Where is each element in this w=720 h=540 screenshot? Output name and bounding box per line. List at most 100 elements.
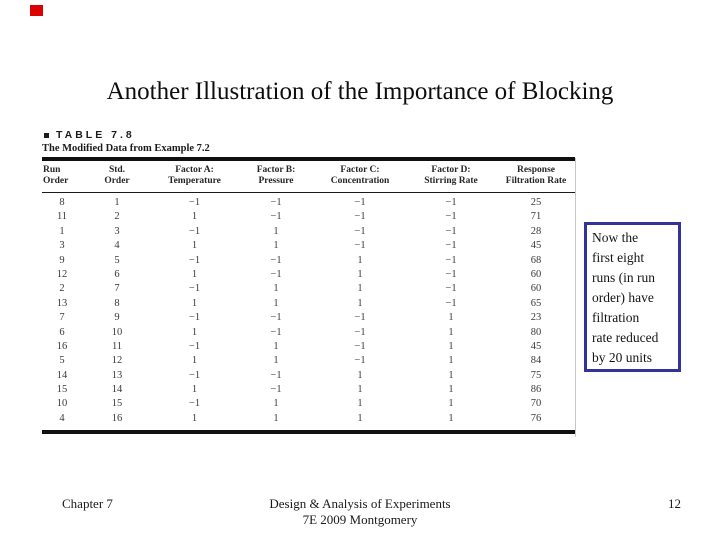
table-cell: 14 (56, 369, 68, 381)
table-cell: 1 (448, 369, 454, 381)
table-cell: −1 (188, 225, 201, 237)
table-cell: 25 (530, 197, 542, 208)
table-cell: 9 (114, 312, 120, 324)
table-cell: −1 (188, 197, 201, 208)
table-top-rule (42, 157, 575, 161)
table-cell: −1 (445, 211, 457, 223)
table-cell: 7 (114, 283, 120, 295)
table-cell: 12 (56, 268, 68, 280)
table-cell: −1 (188, 283, 201, 295)
table-row: 5 12 1 1 −1 1 84 (42, 354, 575, 368)
table-cell: 8 (114, 297, 120, 309)
table-cell: 60 (530, 283, 542, 295)
table-cell: 80 (530, 326, 542, 338)
table-cell: 1 (448, 398, 454, 410)
table-cell: 1 (114, 197, 120, 208)
table-cell: 9 (59, 254, 65, 266)
slide-title: Another Illustration of the Importance o… (106, 78, 614, 105)
table-cell: 45 (530, 340, 542, 352)
table-cell: 23 (530, 312, 542, 324)
table-cell: −1 (188, 340, 201, 352)
table-image-right-edge (574, 158, 576, 437)
table-cell: −1 (270, 369, 282, 381)
table-cell: 11 (56, 211, 68, 223)
table-row: 10 15 −1 1 1 1 70 (42, 397, 575, 411)
table-cell: 16 (56, 340, 68, 352)
red-square-marker-icon (30, 5, 43, 16)
table-cell: 2 (59, 283, 65, 295)
table-cell: 1 (191, 240, 198, 252)
table-cell: −1 (354, 211, 366, 223)
table-cell: −1 (188, 312, 201, 324)
table-cell: 11 (111, 340, 123, 352)
table-cell: 1 (448, 412, 454, 424)
column-header: Factor B: Pressure (256, 164, 296, 187)
callout-line: rate reduced (592, 330, 659, 345)
table-cell: 2 (114, 211, 120, 223)
table-cell: 1 (273, 412, 279, 424)
table-subtitle: The Modified Data from Example 7.2 (42, 143, 210, 154)
table-cell: 1 (448, 384, 454, 396)
table-cell: 4 (59, 412, 65, 424)
table-cell: 1 (273, 297, 279, 309)
table-body: 8 1 −1 −1 −1 −1 25 11 2 1 −1 −1 −1 71 1 3 −1 1 −1 −1 28 3 4 1 1−… (42, 193, 575, 430)
table-cell: 1 (191, 355, 198, 367)
table-cell: 3 (59, 240, 65, 252)
table-cell: 1 (357, 283, 363, 295)
table-cell: −1 (270, 211, 282, 223)
table-cell: 4 (114, 240, 120, 252)
table-cell: 1 (448, 312, 454, 324)
column-header: Response Filtration Rate (505, 164, 567, 187)
table-cell: −1 (188, 369, 201, 381)
table-cell: 76 (530, 412, 542, 424)
table-cell: 86 (530, 384, 542, 396)
table-cell: 1 (448, 355, 454, 367)
column-header: Factor A: Temperature (168, 164, 221, 187)
table-cell: 5 (59, 355, 65, 367)
table-cell: −1 (270, 384, 282, 396)
table-row: 3 4 1 1 −1 −1 45 (42, 239, 575, 253)
table-cell: −1 (445, 240, 457, 252)
table-cell: −1 (354, 197, 366, 208)
table-cell: −1 (445, 297, 457, 309)
table-cell: 14 (111, 384, 123, 396)
table-cell: −1 (188, 398, 201, 410)
table-cell: 1 (273, 240, 279, 252)
table-row: 1 3 −1 1 −1 −1 28 (42, 225, 575, 239)
footer-chapter: Chapter 7 (62, 496, 113, 511)
table-cell: 6 (114, 268, 120, 280)
table-row: 12 6 1 −1 1 −1 60 (42, 268, 575, 282)
table-cell: 84 (530, 355, 542, 367)
table-cell: 1 (59, 225, 65, 237)
table-cell: 7 (59, 312, 65, 324)
table-cell: 1 (357, 412, 363, 424)
table-cell: 60 (530, 268, 542, 280)
table-cell: 1 (191, 326, 198, 338)
table-cell: −1 (445, 268, 457, 280)
footer-center-line1: Design & Analysis of Experiments (269, 496, 451, 511)
table-row: 16 11 −1 1 −1 1 45 (42, 340, 575, 354)
table-row: 11 2 1 −1 −1 −1 71 (42, 210, 575, 224)
table-cell: 1 (191, 412, 198, 424)
table-cell: −1 (354, 312, 366, 324)
table-cell: −1 (445, 283, 457, 295)
table-header-rule (42, 191, 575, 193)
table-cell: 68 (530, 254, 542, 266)
table-cell: 70 (530, 398, 542, 410)
table-cell: 8 (59, 197, 65, 208)
table-cell: 45 (530, 240, 542, 252)
table-cell: 1 (273, 283, 279, 295)
table-cell: 10 (56, 398, 68, 410)
table-cell: 12 (111, 355, 123, 367)
table-cell: −1 (445, 197, 457, 208)
table-cell: 16 (111, 412, 123, 424)
table-cell: −1 (354, 340, 366, 352)
table-cell: −1 (354, 240, 366, 252)
table-cell: −1 (270, 268, 282, 280)
table-row: 6 10 1 −1 −1 1 80 (42, 326, 575, 340)
table-cell: 28 (530, 225, 542, 237)
callout-line: runs (in run (592, 270, 655, 285)
footer-center: Design & Analysis of Experiments 7E 2009… (0, 496, 720, 528)
table-cell: 15 (56, 384, 68, 396)
